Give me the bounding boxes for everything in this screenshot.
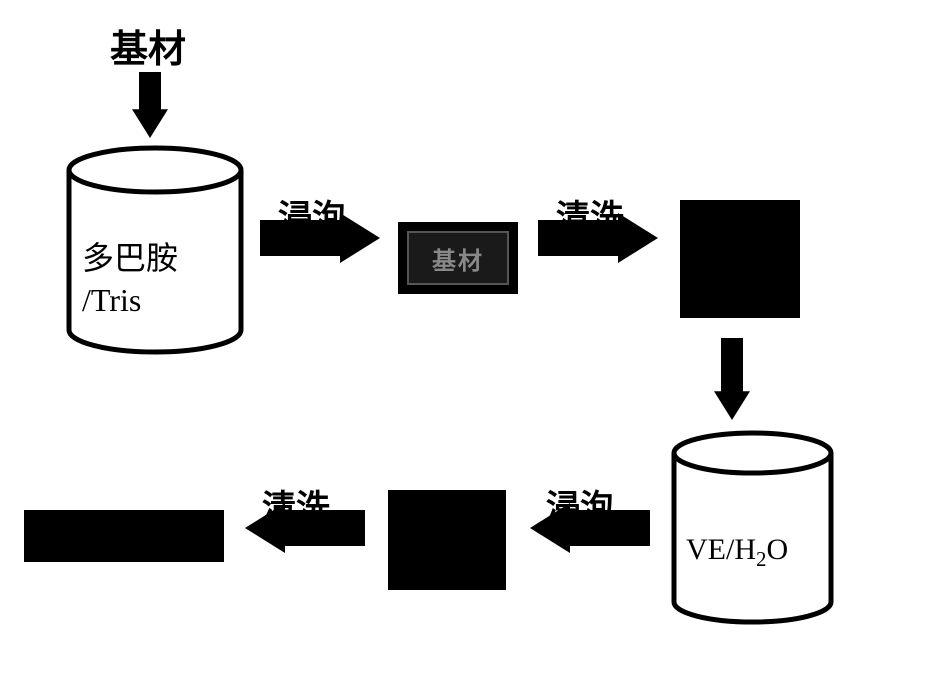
sample-substrate: 基材 xyxy=(398,222,518,294)
black-box-2 xyxy=(388,490,506,590)
label-start-substrate: 基材 xyxy=(110,18,186,73)
arrow-into-cyl2 xyxy=(710,338,754,420)
cylinder-ve-h2o xyxy=(670,430,835,625)
label-soak-1: 浸泡 xyxy=(278,190,346,239)
black-box-1 xyxy=(680,200,800,318)
label-wash-2: 清洗 xyxy=(262,480,330,529)
cyl1-line1: 多巴胺 xyxy=(82,238,178,280)
cylinder2-text: VE/H2O xyxy=(686,530,788,573)
label-wash-1: 清洗 xyxy=(556,190,624,239)
final-bar xyxy=(24,510,224,562)
arrow-into-cyl1 xyxy=(128,72,172,138)
sample-substrate-inner: 基材 xyxy=(407,231,509,285)
cyl1-line2: /Tris xyxy=(82,280,178,322)
label-soak-2: 浸泡 xyxy=(546,480,614,529)
cylinder1-text: 多巴胺 /Tris xyxy=(82,238,178,321)
